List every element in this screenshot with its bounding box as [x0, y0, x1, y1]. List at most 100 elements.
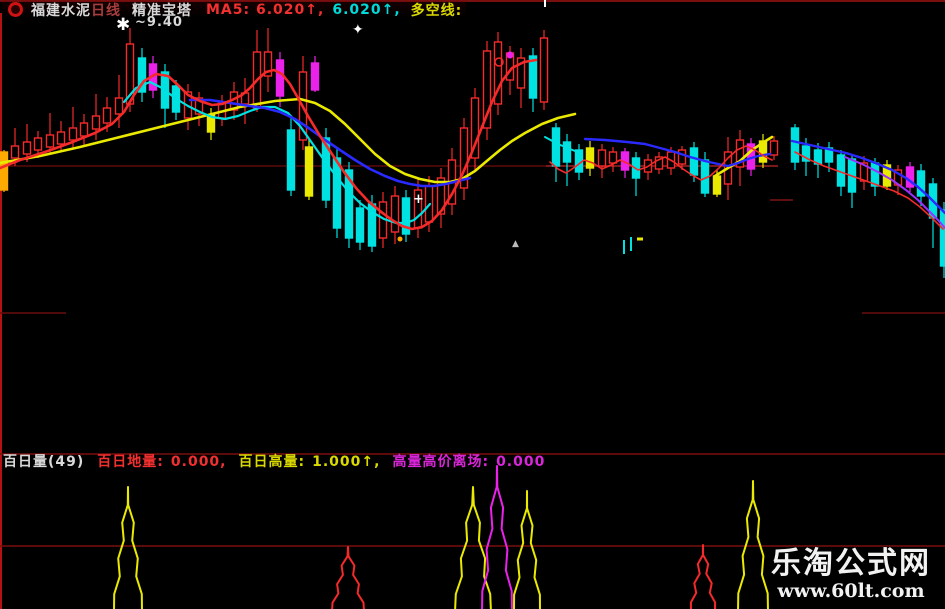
- candle-body: [939, 209, 945, 267]
- candle-body: [355, 207, 365, 243]
- watermark: 乐淘公式网 www.60lt.com: [760, 546, 942, 602]
- main-indicator-name: 精准宝塔: [132, 2, 192, 19]
- diamond-marker: ✦: [352, 22, 364, 38]
- ma5-value: 6.020↑,: [255, 1, 325, 18]
- star-marker: ✱: [116, 15, 130, 35]
- candle-body: [712, 175, 722, 195]
- indicator-line-ma-cyan-right: [544, 136, 581, 154]
- indicator-line-duokong-yellow-left: [0, 97, 577, 184]
- indicator-line-ma-purple-right: [844, 156, 945, 229]
- subpanel-name: 百日量: [3, 454, 48, 470]
- subpanel-param: (49): [48, 454, 85, 470]
- candle-body: [263, 51, 273, 77]
- peak-price-label: ~9.40: [135, 15, 183, 30]
- candle-body: [735, 139, 745, 168]
- subpanel-readout-gaoliang: 百日高量: 1.000↑,: [239, 451, 381, 471]
- candle-body: [390, 195, 400, 233]
- candle-body: [516, 57, 526, 89]
- indicator-line-ma-cyan-left: [122, 80, 432, 225]
- watermark-url: www.60lt.com: [777, 580, 925, 602]
- candle-body: [597, 149, 607, 167]
- candle-body: [916, 170, 926, 197]
- indicator-line-duokong-yellow-right: [713, 135, 774, 178]
- candle-body: [332, 157, 342, 229]
- signal-spike: [737, 480, 769, 609]
- candle-body: [790, 127, 800, 163]
- indicator-line-baota-red-right2: [794, 151, 944, 230]
- candle-body: [10, 145, 20, 159]
- readout-label: 高量高价离场:: [392, 454, 490, 470]
- watermark-site-name: 乐淘公式网: [771, 546, 931, 581]
- candle-body: [608, 151, 618, 164]
- indicator-line-ma-blue-right2: [790, 139, 945, 215]
- candle-body: [275, 59, 285, 97]
- cross-marker: +: [413, 192, 424, 207]
- ma5-label: MA5:: [206, 1, 251, 18]
- magenta-dot-marker: [506, 51, 514, 59]
- candle-body: [654, 156, 664, 170]
- signal-spike: [331, 546, 365, 609]
- candle-body: [551, 127, 561, 167]
- symbol-name: 福建水泥: [31, 2, 91, 19]
- readout-label: 百日高量:: [238, 454, 306, 470]
- candle-body: [585, 147, 595, 169]
- subpanel-header: 百日量(49) 百日地量: 0.000, 百日高量: 1.000↑, 高量高价离场:…: [3, 451, 545, 471]
- candle-body: [33, 137, 43, 151]
- signal-spike: [481, 465, 513, 609]
- candle-body: [562, 141, 572, 163]
- candle-body: [102, 107, 112, 124]
- candle-body: [79, 122, 89, 137]
- readout-value: 0.000,: [170, 454, 227, 470]
- signal-spike: [113, 486, 143, 609]
- candle-body: [114, 97, 124, 115]
- duokong-label: 多空线:: [410, 2, 463, 19]
- candle-body: [436, 177, 446, 215]
- candle-body: [68, 127, 78, 141]
- candle-body: [493, 41, 503, 105]
- triangle-marker: ▲: [512, 239, 519, 249]
- signal-spike: [689, 544, 717, 609]
- period-label[interactable]: 日线: [91, 2, 121, 19]
- subpanel-indicator-name[interactable]: 百日量(49): [3, 451, 84, 471]
- candle-body: [304, 146, 314, 197]
- candle-body: [91, 115, 101, 130]
- indicator-line-ma-blue-right1: [583, 137, 772, 168]
- subpanel-readout-lichang: 高量高价离场: 0.000: [392, 451, 545, 471]
- candle-body: [677, 149, 687, 165]
- orange-dot-marker: [397, 236, 403, 242]
- candle-body: [344, 169, 354, 239]
- candle-body: [470, 97, 480, 159]
- candle-body: [482, 50, 492, 129]
- app-icon[interactable]: [8, 2, 23, 17]
- ma5-readout: MA5: 6.020↑,: [206, 2, 324, 18]
- signal-spike: [454, 486, 492, 609]
- candle-body: [45, 134, 55, 148]
- candle-body: [801, 145, 811, 162]
- indicator-line-baota-red-left: [0, 58, 538, 231]
- candle-body: [459, 127, 469, 189]
- candle-body: [286, 129, 296, 191]
- readout-label: 百日地量:: [97, 454, 164, 470]
- readout-value: 1.000↑,: [312, 454, 381, 470]
- candle-body: [0, 151, 9, 191]
- candle-body: [539, 37, 549, 103]
- title-bar: 福建水泥 日线 精准宝塔 MA5: 6.020↑, 6.020↑, 多空线:: [2, 1, 467, 19]
- subpanel-readout-diliang: 百日地量: 0.000,: [97, 451, 226, 471]
- candle-body: [401, 197, 411, 235]
- readout-value: 0.000: [496, 454, 546, 470]
- candle-body: [689, 147, 699, 176]
- red-ring-marker: [494, 57, 504, 67]
- candle-body: [528, 55, 538, 99]
- candle-body: [769, 140, 779, 156]
- candle-body: [137, 57, 147, 93]
- candle-body: [56, 131, 66, 145]
- candle-body: [310, 62, 320, 91]
- candle-body: [758, 140, 768, 163]
- indicator-line-ma-blue-left: [188, 98, 472, 188]
- candle-body: [22, 141, 32, 155]
- indicator-line-baota-red-right1: [549, 145, 773, 181]
- ma10-value: 6.020↑,: [332, 1, 401, 18]
- candle-body: [194, 97, 204, 115]
